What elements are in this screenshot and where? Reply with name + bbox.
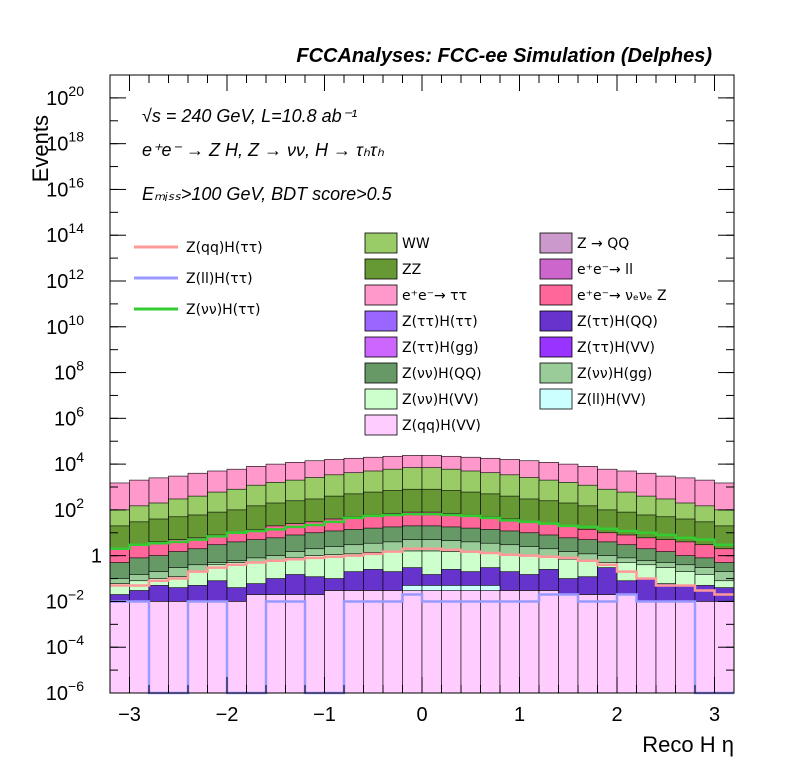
x-tick-label: −1: [313, 704, 336, 726]
legend-swatch-z-qq: [539, 232, 573, 254]
x-tick-label: 2: [611, 704, 622, 726]
legend-swatch-z-h-qq: [364, 362, 398, 384]
bar-z-qq-h-vv-bin-28: [655, 601, 676, 694]
x-tick-label: −2: [216, 704, 239, 726]
legend-swatch-z-h-qq: [539, 310, 573, 332]
bar-z-qq-h-vv-bin-22: [538, 590, 559, 694]
signal-lines: [110, 512, 734, 695]
legend-label-e-e-z: e⁺e⁻→ νₑνₑ Z: [577, 288, 667, 304]
chart-title: FCCAnalyses: FCC-ee Simulation (Delphes): [296, 45, 712, 67]
legend-label-z-qq: Z → QQ: [577, 236, 629, 252]
legend-swatch-z-h: [364, 310, 398, 332]
bar-z-qq-h-vv-bin-14: [382, 590, 403, 694]
x-tick-label: −3: [118, 704, 141, 726]
bar-z-qq-h-vv-bin-24: [577, 594, 598, 694]
legend-label-ww: WW: [402, 236, 430, 252]
y-tick-label: 1012: [46, 266, 84, 293]
legend-label-e-e: e⁺e⁻→ ττ: [402, 288, 467, 304]
legend-swatch-z-h-vv: [364, 388, 398, 410]
bar-z-qq-h-vv-bin-2: [148, 601, 169, 694]
y-tick-label: 1016: [46, 174, 84, 201]
legend-swatch-z-h-gg: [539, 362, 573, 384]
legend-label-z-h-qq: Z(νν)H(QQ): [402, 366, 482, 382]
bar-z-qq-h-vv-bin-21: [519, 590, 540, 694]
bar-z-qq-h-vv-bin-30: [694, 601, 715, 694]
bar-z-qq-h-vv-bin-29: [675, 601, 696, 694]
legend: Z(qq)H(ττ) Z(ll)H(ττ) Z(νν)H(ττ) WW Z → QQ ZZ…: [134, 232, 667, 436]
y-tick-label: 10−4: [46, 632, 84, 659]
legend-swatch-ww: [364, 232, 398, 254]
bar-z-qq-h-vv-bin-5: [207, 601, 228, 694]
y-tick-label: 108: [54, 358, 84, 385]
legend-label-z-ll-h-vv: Z(ll)H(VV): [577, 392, 646, 408]
y-tick-label: 102: [54, 495, 84, 522]
y-axis-label: Events: [28, 115, 53, 182]
x-tick-label: 3: [709, 704, 720, 726]
legend-label-z-ll-h: Z(ll)H(ττ): [186, 271, 253, 287]
bar-z-qq-h-vv-bin-11: [324, 590, 345, 694]
x-axis-label: Reco H η: [642, 732, 734, 757]
legend-label-z-h-vv: Z(ττ)H(VV): [577, 340, 655, 356]
bar-z-qq-h-vv-bin-27: [636, 601, 657, 694]
bar-z-qq-h-vv-bin-12: [343, 590, 364, 694]
bar-z-qq-h-vv-bin-9: [285, 594, 306, 694]
line-z-qq-h: [110, 547, 734, 596]
legend-label-z-h-vv: Z(νν)H(VV): [402, 392, 479, 408]
x-tick-label: 0: [416, 704, 427, 726]
legend-label-z-h-qq: Z(ττ)H(QQ): [577, 314, 658, 330]
bar-z-qq-h-vv-bin-25: [597, 594, 618, 694]
y-tick-label: 1010: [46, 312, 84, 339]
bar-z-qq-h-vv-bin-1: [129, 601, 150, 694]
axes: −3 −2 −1 0 1 2 3 10−6 10−4 10−2 1 102 104 106 108 1010 1…: [46, 75, 735, 726]
annotation-cuts: Eₘᵢₛₛ>100 GeV, BDT score>0.5: [142, 184, 393, 204]
legend-label-z-qq-h-vv: Z(qq)H(VV): [402, 418, 481, 434]
bar-z-qq-h-vv-bin-15: [402, 590, 423, 694]
y-tick-label: 10−6: [46, 678, 84, 705]
legend-swatch-z-ll-h-vv: [539, 388, 573, 410]
y-tick-label: 10−2: [46, 586, 84, 613]
annotation-process: e⁺e⁻ → Z H, Z → νν, H → τₕτₕ: [142, 140, 385, 160]
y-tick-label: 1: [91, 546, 102, 568]
y-tick-label: 1020: [46, 83, 84, 110]
bar-z-qq-h-vv-bin-18: [460, 590, 481, 694]
x-tick-label: 1: [514, 704, 525, 726]
bar-z-qq-h-vv-bin-17: [441, 590, 462, 694]
bar-z-qq-h-vv-bin-23: [558, 594, 579, 694]
series-z-qq-h-vv: [109, 590, 735, 694]
legend-swatch-z-qq-h-vv: [364, 414, 398, 436]
legend-swatch-zz: [364, 258, 398, 280]
bar-z-qq-h-vv-bin-8: [265, 594, 286, 694]
bar-z-qq-h-vv-bin-13: [363, 590, 384, 694]
line-z-ll-h: [110, 593, 734, 695]
legend-label-zz: ZZ: [402, 262, 421, 278]
line-z-h: [110, 512, 734, 551]
legend-label-z-qq-h: Z(qq)H(ττ): [186, 240, 263, 256]
bar-z-qq-h-vv-bin-6: [226, 601, 247, 694]
y-tick-label: 1014: [46, 220, 84, 247]
legend-swatch-z-h-vv: [539, 336, 573, 358]
bar-z-qq-h-vv-bin-19: [480, 590, 501, 694]
bar-z-qq-h-vv-bin-7: [246, 594, 267, 694]
y-tick-label: 106: [54, 403, 84, 430]
y-tick-label: 1018: [46, 129, 84, 156]
legend-label-z-h-gg: Z(ττ)H(gg): [402, 340, 479, 356]
bar-z-qq-h-vv-bin-10: [304, 594, 325, 694]
legend-label-z-h: Z(νν)H(ττ): [186, 302, 260, 318]
annotation-energy-lumi: √s = 240 GeV, L=10.8 ab⁻¹: [142, 106, 357, 126]
stacked-histograms: [109, 455, 735, 694]
bar-z-qq-h-vv-bin-16: [421, 590, 442, 694]
legend-label-z-h-gg: Z(νν)H(gg): [577, 366, 652, 382]
y-tick-label: 104: [54, 449, 84, 476]
legend-swatch-e-e-ll: [539, 258, 573, 280]
legend-label-z-h: Z(ττ)H(ττ): [402, 314, 478, 330]
bar-z-qq-h-vv-bin-20: [499, 590, 520, 694]
bar-z-qq-h-vv-bin-26: [616, 594, 637, 694]
legend-swatch-e-e-z: [539, 284, 573, 306]
legend-swatch-z-h-gg: [364, 336, 398, 358]
legend-label-e-e-ll: e⁺e⁻→ ll: [577, 262, 633, 278]
bar-z-qq-h-vv-bin-3: [168, 601, 189, 694]
legend-swatch-e-e: [364, 284, 398, 306]
bar-z-qq-h-vv-bin-4: [187, 601, 208, 694]
